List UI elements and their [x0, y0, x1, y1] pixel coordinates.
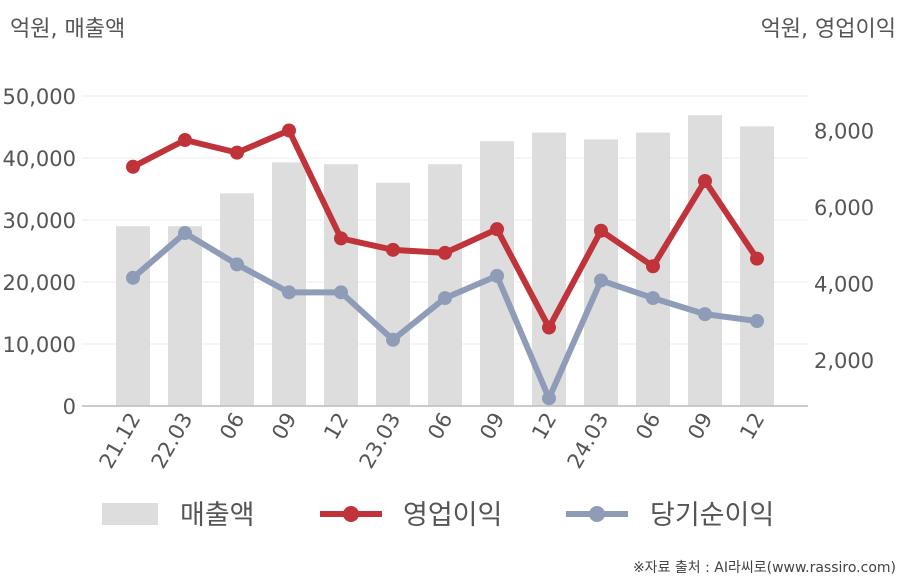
data-point	[178, 133, 192, 148]
line-series	[126, 123, 764, 406]
data-point	[594, 273, 608, 288]
x-tick-label: 21.12	[94, 409, 145, 473]
data-point	[594, 223, 608, 238]
data-point	[334, 231, 348, 246]
data-point	[542, 320, 556, 335]
x-tick-label: 22.03	[146, 409, 197, 473]
x-tick-label: 24.03	[562, 409, 613, 473]
revenue-bar	[532, 132, 566, 406]
right-axis-ticks: 2,000 4,000 6,000 8,000	[814, 119, 874, 373]
data-point	[178, 226, 192, 241]
data-point	[386, 242, 400, 257]
data-point	[646, 259, 660, 274]
right-tick-label: 2,000	[814, 349, 874, 373]
revenue-bar	[376, 182, 410, 406]
legend-swatch-revenue	[102, 503, 158, 525]
x-tick-label: 09	[683, 409, 717, 444]
left-tick-label: 0	[63, 395, 76, 419]
right-tick-label: 6,000	[814, 196, 874, 220]
data-point	[126, 270, 140, 285]
left-tick-label: 40,000	[3, 147, 76, 171]
data-point	[282, 123, 296, 138]
revenue-bar	[688, 115, 722, 406]
revenue-bar	[220, 193, 254, 406]
revenue-bar	[740, 126, 774, 406]
x-tick-label: 06	[423, 409, 457, 444]
legend: 매출액 영업이익 당기순이익	[102, 500, 774, 531]
revenue-bar	[168, 226, 202, 406]
data-point	[542, 391, 556, 406]
data-point	[490, 222, 504, 237]
revenue-bar	[324, 164, 358, 406]
source-note: ※자료 출처 : AI라씨로(www.rassiro.com)	[633, 560, 896, 576]
x-tick-label: 09	[267, 409, 301, 444]
legend-label: 영업이익	[403, 500, 502, 531]
data-point	[230, 257, 244, 272]
data-point	[438, 245, 452, 260]
data-point	[230, 145, 244, 160]
x-tick-label: 23.03	[354, 409, 405, 473]
left-unit-label: 억원, 매출액	[10, 17, 125, 42]
data-point	[282, 285, 296, 300]
x-axis-ticks: 21.12 22.03 06 09 12 23.03 06 09 12 24.03 06 09 12	[94, 409, 769, 473]
legend-marker	[589, 506, 605, 522]
x-tick-label: 12	[735, 409, 769, 444]
x-tick-label: 12	[527, 409, 561, 444]
right-tick-label: 8,000	[814, 119, 874, 143]
data-point	[490, 268, 504, 283]
x-tick-label: 09	[475, 409, 509, 444]
data-point	[386, 332, 400, 347]
revenue-bar	[428, 164, 462, 406]
right-tick-label: 4,000	[814, 273, 874, 297]
legend-marker	[343, 506, 359, 522]
data-point	[126, 159, 140, 174]
data-point	[334, 285, 348, 300]
data-point	[750, 251, 764, 266]
left-axis-ticks: 0 10,000 20,000 30,000 40,000 50,000	[3, 85, 76, 419]
x-tick-label: 06	[215, 409, 249, 444]
left-tick-label: 30,000	[3, 209, 76, 233]
legend-label: 매출액	[180, 500, 255, 531]
data-point	[646, 291, 660, 306]
data-point	[438, 291, 452, 306]
x-tick-label: 12	[319, 409, 353, 444]
left-tick-label: 10,000	[3, 333, 76, 357]
right-unit-label: 억원, 영업이익	[761, 17, 896, 42]
x-tick-label: 06	[631, 409, 665, 444]
revenue-bar	[116, 226, 150, 406]
data-point	[698, 307, 712, 322]
revenue-bars	[116, 115, 774, 406]
revenue-bar	[584, 139, 618, 406]
left-tick-label: 20,000	[3, 271, 76, 295]
data-point	[750, 314, 764, 329]
legend-label: 당기순이익	[650, 500, 774, 531]
left-tick-label: 50,000	[3, 85, 76, 109]
data-point	[698, 173, 712, 188]
